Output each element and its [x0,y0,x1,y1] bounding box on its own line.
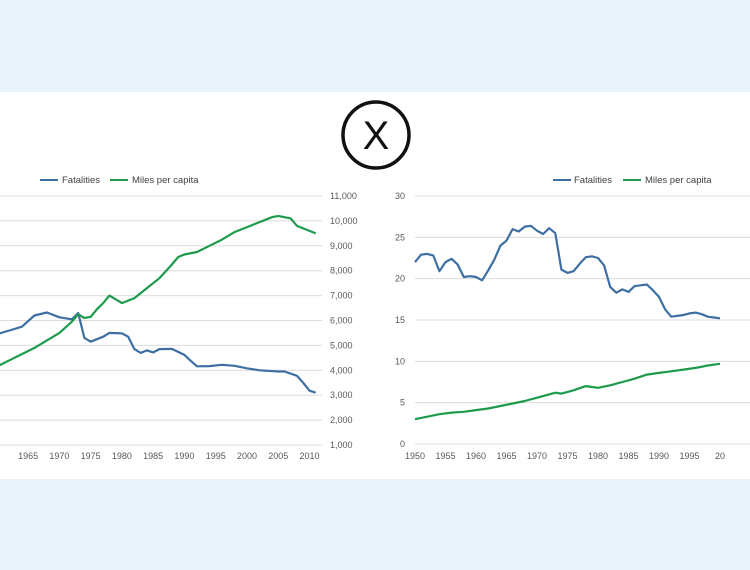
y-tick-label: 1,000 [330,440,353,450]
gridlines-right [415,195,750,445]
x-tick-label: 1970 [49,451,69,461]
y-tick-label: 4,000 [330,365,353,375]
y-tick-label: 11,000 [330,191,357,201]
y-tick-label: 10,000 [330,216,358,226]
y-tick-label: 5,000 [330,340,353,350]
x-tick-label: 1980 [112,451,132,461]
y-tick-label: 30 [395,191,405,201]
x-tick-label: 1965 [18,451,38,461]
series-left [0,214,317,394]
y-tick-label: 15 [395,315,405,325]
x-tick-label: 1990 [649,451,669,461]
legend-label-miles: Miles per capita [645,175,712,186]
x-axis-ticks-right: 1950 1955 1960 1965 1970 1975 1980 1985 1990 1995… [405,451,725,461]
y-axis-ticks-right: 0 5 10 15 20 25 30 [395,191,405,449]
x-tick-label: 1980 [588,451,608,461]
legend-label-fatalities: Fatalities [574,175,612,186]
series-line-miles-per-capita [414,362,721,421]
x-tick-label: 1995 [206,451,226,461]
y-tick-label: 5 [400,398,405,408]
x-tick-label: 1975 [557,451,577,461]
x-tick-label: 1965 [496,451,516,461]
y-tick-label: 6,000 [330,316,353,326]
x-tick-label: 1950 [405,451,425,461]
y-tick-label: 0 [400,439,405,449]
y-tick-label: 20 [395,274,405,284]
legend-label-fatalities: Fatalities [62,175,100,186]
y-tick-label: 2,000 [330,415,353,425]
series-line-fatalities [414,224,721,320]
y-tick-label: 7,000 [330,291,353,301]
x-tick-label: 1990 [174,451,194,461]
chart-left: Fatalities Miles per capita 1,000 2,000 3,… [0,175,358,461]
x-tick-label: 1955 [435,451,455,461]
series-right [414,224,721,421]
x-tick-label: 1985 [618,451,638,461]
y-tick-label: 3,000 [330,390,353,400]
x-circle-badge[interactable]: X [340,100,412,172]
x-tick-label: 1995 [679,451,699,461]
y-tick-label: 10 [395,356,405,366]
y-tick-label: 9,000 [330,241,353,251]
series-line-miles-per-capita [0,214,317,367]
y-tick-label: 8,000 [330,266,353,276]
x-tick-label: 2000 [237,451,257,461]
y-axis-right-ticks: 1,000 2,000 3,000 4,000 5,000 6,000 7,000 8,000… [330,191,358,450]
x-tick-label: 20 [715,451,725,461]
chart-right: Fatalities Miles per capita 0 5 10 15 20 25 30… [395,175,750,461]
x-circle-icon [341,100,411,170]
x-tick-label: 1970 [527,451,547,461]
x-tick-label: 1975 [81,451,101,461]
x-tick-label: 2005 [268,451,288,461]
x-tick-label: 1985 [143,451,163,461]
legend-right: Fatalities Miles per capita [553,175,712,186]
gridlines-left [0,195,322,446]
badge-symbol: X [363,114,390,158]
x-tick-label: 2010 [299,451,319,461]
series-line-fatalities [0,311,317,394]
legend-left: Fatalities Miles per capita [40,175,199,186]
legend-label-miles: Miles per capita [132,175,199,186]
x-tick-label: 1960 [466,451,486,461]
y-tick-label: 25 [395,232,405,242]
x-axis-ticks-left: 1965 1970 1975 1980 1985 1990 1995 2000 2005 2010 [18,451,319,461]
